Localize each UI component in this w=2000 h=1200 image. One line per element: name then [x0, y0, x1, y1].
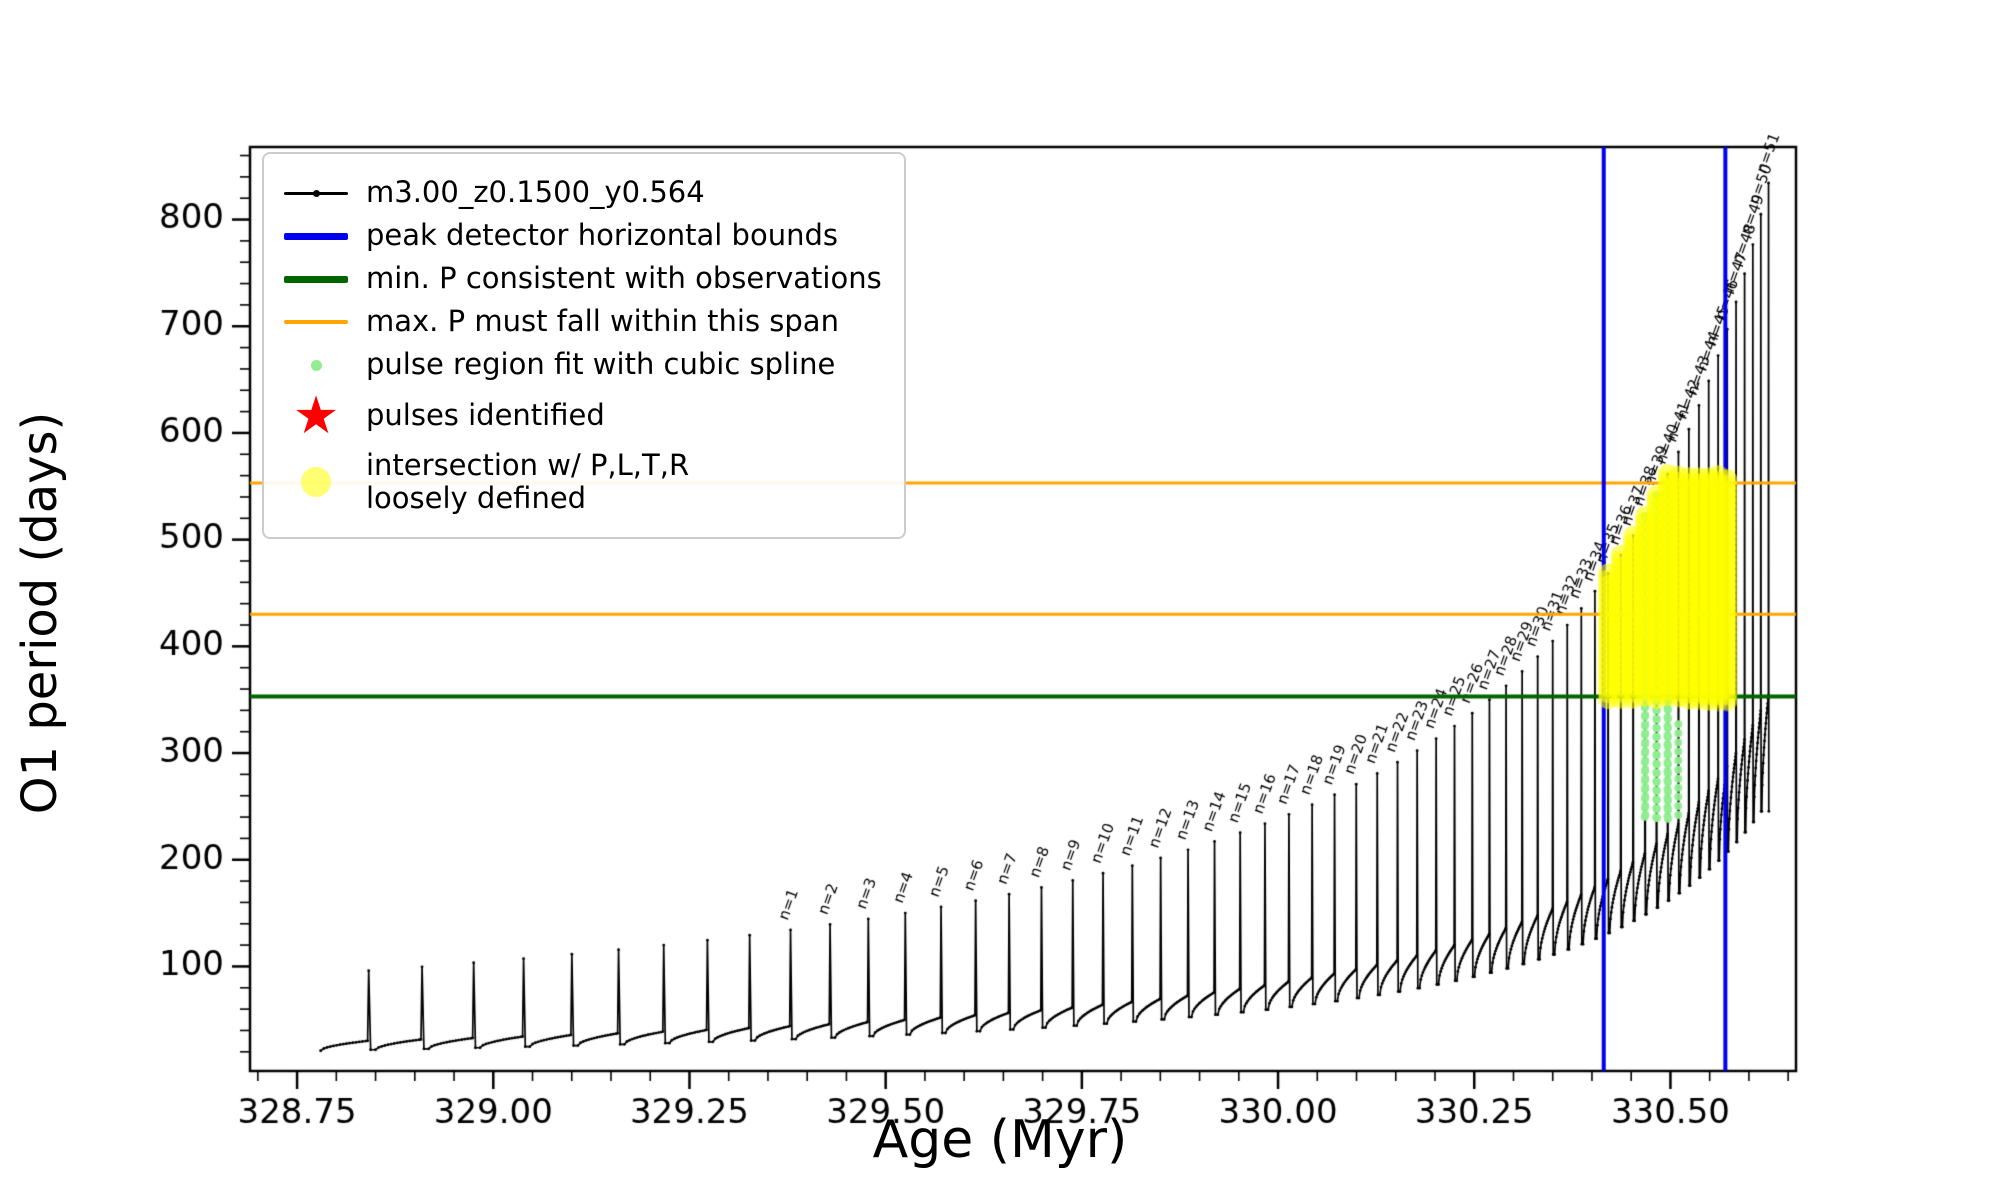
legend-item-series: m3.00_z0.1500_y0.564 — [280, 175, 882, 211]
red-star-icon: ★ — [292, 386, 340, 446]
legend-item-intersection: intersection w/ P,L,T,R loosely defined — [280, 448, 882, 516]
x-axis-label: Age (Myr) — [872, 1110, 1128, 1170]
legend-item-peak-bounds: peak detector horizontal bounds — [280, 218, 882, 254]
legend-label: intersection w/ P,L,T,R loosely defined — [366, 448, 690, 516]
orange-line-swatch — [280, 320, 352, 324]
legend-item-spline: pulse region fit with cubic spline — [280, 347, 882, 383]
legend-label: min. P consistent with observations — [366, 261, 882, 296]
y-axis-label: O1 period (days) — [12, 411, 68, 815]
blue-line-swatch — [280, 232, 352, 240]
legend: m3.00_z0.1500_y0.564 peak detector horiz… — [262, 152, 906, 539]
light-green-dot-swatch — [280, 359, 352, 371]
legend-label: m3.00_z0.1500_y0.564 — [366, 175, 705, 210]
legend-item-min-P: min. P consistent with observations — [280, 261, 882, 297]
legend-label: peak detector horizontal bounds — [366, 218, 838, 253]
legend-item-max-P: max. P must fall within this span — [280, 304, 882, 340]
series-line-dot-swatch — [280, 189, 352, 197]
yellow-dot-swatch — [280, 467, 352, 498]
legend-item-pulses: ★ pulses identified — [280, 390, 882, 442]
legend-label: pulses identified — [366, 398, 605, 433]
legend-label: pulse region fit with cubic spline — [366, 347, 836, 382]
legend-label: max. P must fall within this span — [366, 304, 839, 339]
green-line-swatch — [280, 275, 352, 283]
